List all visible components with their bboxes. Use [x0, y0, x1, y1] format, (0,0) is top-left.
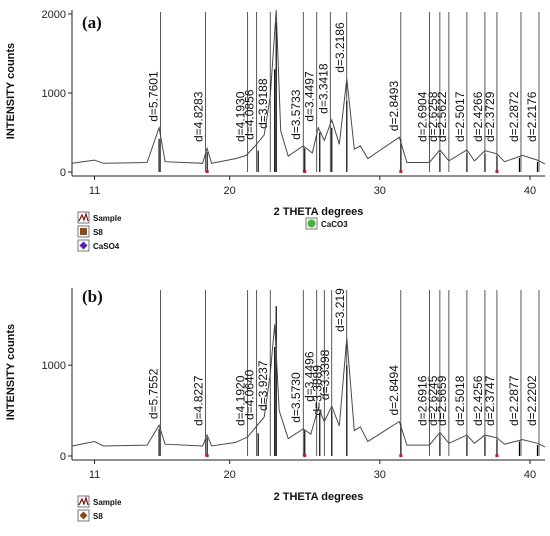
d-spacing-label: d=2.5018 [453, 375, 467, 426]
d-spacing-label: d=3.219 [333, 288, 347, 332]
y-axis-title: INTENSITY counts [5, 43, 17, 139]
legend-item-sample: Sample [77, 211, 122, 224]
sample-pattern-icon [78, 495, 89, 506]
legend-item-sample: Sample [77, 495, 122, 508]
d-spacing-label: d=2.3747 [483, 375, 497, 426]
d-spacing-label: d=3.3398 [318, 349, 332, 400]
d-spacing-label: d=2.6916 [415, 375, 429, 426]
d-spacing-label: d=2.5659 [435, 375, 449, 426]
legend-item-s8: S8 [77, 225, 103, 238]
d-spacing-label: d=2.8493 [387, 81, 401, 132]
d-spacing-label: d=3.3889 [310, 365, 324, 416]
x-tick-label: 20 [224, 185, 236, 197]
d-spacing-label: d=2.4256 [471, 375, 485, 426]
d-spacing-label: d=3.4497 [303, 71, 317, 122]
y-tick-label: 0 [60, 451, 66, 463]
legend-label: S8 [93, 512, 103, 521]
d-spacing-label: d=2.8494 [387, 365, 401, 416]
x-tick-label: 20 [224, 469, 236, 481]
sample-pattern-line [71, 9, 546, 165]
d-spacing-label: d=5.7601 [147, 71, 161, 122]
d-spacing-label: d=3.5733 [289, 89, 303, 140]
phase-marker [399, 170, 403, 173]
legend-label: CaCO3 [321, 220, 348, 229]
diamond-icon [79, 241, 88, 250]
x-tick-label: 40 [524, 185, 536, 197]
legend-item-caco3: CaCO3 [305, 217, 348, 230]
d-spacing-label: d=2.4266 [471, 91, 485, 142]
d-spacing-label: d=3.9188 [256, 78, 270, 129]
d-spacing-label: d=2.5017 [453, 91, 467, 142]
d-spacing-label: d=4.8283 [192, 91, 206, 142]
legend-label: Sample [93, 498, 122, 507]
square-icon [80, 228, 87, 235]
d-spacing-label: d=2.5622 [435, 91, 449, 142]
x-tick-label: 40 [524, 469, 536, 481]
x-axis-title: 2 THETA degrees [274, 206, 364, 218]
panel-a: 0 1000 2000 11 20 30 40 INTENSITY counts 2 THETA… [5, 9, 546, 252]
phase-marker [495, 170, 499, 173]
y-tick-label: 1000 [42, 360, 66, 372]
phase-marker [303, 170, 307, 173]
phase-marker [303, 454, 307, 457]
x-axis-title: 2 THETA degrees [274, 491, 364, 503]
d-spacing-label: d=5.7552 [147, 368, 161, 419]
phase-marker [205, 170, 209, 173]
d-spacing-label: d=2.2176 [525, 91, 539, 142]
x-tick-label: 30 [374, 185, 386, 197]
d-spacing-label: d=2.2872 [507, 91, 521, 142]
d-spacing-label: d=2.6258 [426, 91, 440, 142]
y-axis-title: INTENSITY counts [5, 324, 17, 420]
d-spacing-label: d=4.0856 [243, 89, 257, 140]
d-spacing-label: d=3.4496 [303, 351, 317, 402]
d-spacing-label: d=2.2202 [525, 375, 539, 426]
d-spacing-label: d=2.6904 [415, 91, 429, 142]
d-spacing-label: d=4.1920 [234, 375, 248, 426]
d-spacing-label: d=3.3418 [316, 63, 330, 114]
legend-label: CaSO4 [93, 242, 120, 251]
panel-label: (a) [82, 13, 102, 32]
x-tick-label: 11 [89, 469, 100, 481]
y-tick-label: 0 [60, 167, 66, 179]
y-tick-label: 2000 [42, 9, 66, 21]
phase-marker [205, 454, 209, 457]
panel-b: 0 1000 11 20 30 40 INTENSITY counts 2 THETA deg… [5, 287, 546, 522]
legend-label: S8 [93, 228, 103, 237]
d-spacing-label: d=4.0640 [243, 369, 257, 420]
phase-marker [399, 454, 403, 457]
d-spacing-label: d=2.3729 [483, 91, 497, 142]
d-spacing-label: d=4.1930 [234, 91, 248, 142]
phase-marker [495, 454, 499, 457]
x-tick-label: 11 [89, 185, 100, 197]
legend-item-caso4: CaSO4 [77, 239, 120, 252]
d-spacing-label: d=3.2186 [333, 22, 347, 73]
y-tick-label: 1000 [42, 88, 66, 100]
d-spacing-label: d=2.2877 [507, 375, 521, 426]
sample-pattern-icon [78, 211, 89, 222]
d-spacing-label: d=2.6245 [426, 375, 440, 426]
x-tick-label: 30 [374, 469, 386, 481]
legend-item-s8: S8 [77, 509, 103, 522]
legend-label: Sample [93, 214, 122, 223]
circle-icon [307, 219, 316, 228]
diamond-icon [79, 511, 88, 520]
d-spacing-label: d=4.8227 [192, 375, 206, 426]
sample-pattern-line [71, 324, 546, 448]
panel-label: (b) [82, 287, 103, 306]
d-spacing-label: d=3.5730 [289, 372, 303, 423]
